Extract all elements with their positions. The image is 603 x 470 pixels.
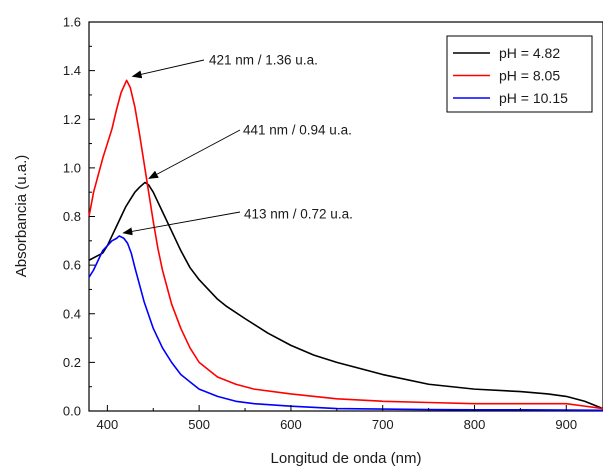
annotation-arrow <box>122 211 241 236</box>
x-tick-label: 900 <box>555 417 577 432</box>
x-tick-label: 700 <box>372 417 394 432</box>
x-tick-label: 500 <box>188 417 210 432</box>
legend: pH = 4.82 pH = 8.05 pH = 10.15 <box>446 35 593 113</box>
annotation-arrow <box>131 59 205 79</box>
plot-area: 421 nm / 1.36 u.a. 441 nm / 0.94 u.a. 413 … <box>88 21 603 412</box>
x-axis-label: Longitud de onda (nm) <box>271 450 422 467</box>
y-tick-label: 0.2 <box>63 355 81 370</box>
y-tick-label: 0.0 <box>63 404 81 419</box>
annotation-label: 413 nm / 0.72 u.a. <box>244 207 353 222</box>
legend-box <box>446 35 593 113</box>
x-axis: 400 500 600 700 800 900 <box>97 405 577 432</box>
y-tick-label: 0.8 <box>63 209 81 224</box>
legend-label: pH = 4.82 <box>499 45 560 61</box>
annotation-label: 421 nm / 1.36 u.a. <box>209 53 318 68</box>
annotation-arrow <box>148 129 241 179</box>
y-axis-label: Absorbancia (u.a.) <box>13 155 30 278</box>
y-axis: 0.0 0.2 0.4 0.6 0.8 1.0 1.2 1.4 1.6 <box>63 15 95 419</box>
series-line-3 <box>88 235 603 412</box>
y-tick-label: 0.6 <box>63 258 81 273</box>
series-line-2 <box>88 79 603 410</box>
series-line-1 <box>88 181 603 410</box>
x-tick-label: 600 <box>280 417 302 432</box>
y-tick-label: 1.6 <box>63 15 81 30</box>
annotation-layer: 421 nm / 1.36 u.a. 441 nm / 0.94 u.a. 413 … <box>122 53 353 236</box>
x-tick-label: 800 <box>464 417 486 432</box>
legend-label: pH = 10.15 <box>499 90 568 106</box>
annotation-label: 441 nm / 0.94 u.a. <box>243 123 352 138</box>
x-tick-label: 400 <box>97 417 119 432</box>
legend-label: pH = 8.05 <box>499 68 560 84</box>
y-tick-label: 1.2 <box>63 112 81 127</box>
y-tick-label: 1.0 <box>63 160 81 175</box>
y-tick-label: 0.4 <box>63 306 81 321</box>
y-tick-label: 1.4 <box>63 63 81 78</box>
